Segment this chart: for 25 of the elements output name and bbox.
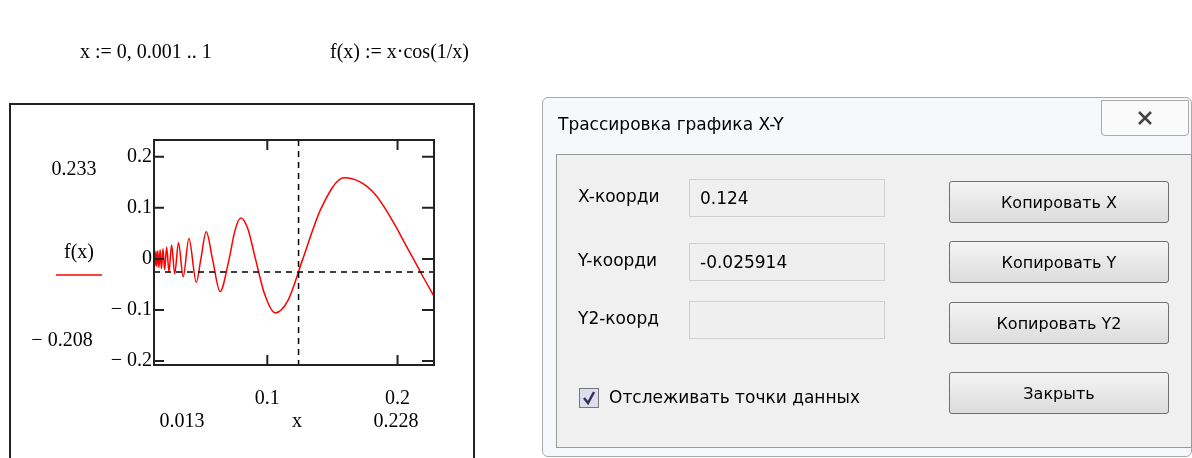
y-tick-label: 0: [142, 246, 152, 269]
text: 0.233: [51, 157, 97, 180]
x-axis-title: x: [292, 409, 302, 432]
text: 0.228: [373, 409, 419, 432]
y-tick-label: 0.1: [127, 195, 152, 218]
button: Копировать Y2: [949, 302, 1169, 344]
text: 0.013: [159, 409, 205, 432]
text: x := 0, 0.001 .. 1: [80, 40, 212, 63]
text-field: -0.025914: [689, 243, 885, 281]
text: Отслеживать точки данных: [609, 387, 861, 407]
button: Копировать Y: [949, 241, 1169, 283]
y-tick-label: − 0.1: [110, 297, 152, 320]
text: f(x) := x·cos(1/x): [330, 40, 470, 63]
text-field: 0.124: [689, 179, 885, 217]
y-axis-title: f(x): [64, 240, 94, 264]
text: X-коорди: [578, 186, 661, 206]
button: Копировать X: [949, 181, 1169, 223]
y-tick-label: 0.2: [127, 144, 152, 167]
line-series: [154, 177, 434, 314]
text: Y-коорди: [578, 250, 659, 270]
text: − 0.208: [31, 328, 93, 351]
text: Трассировка графика X-Y: [558, 114, 784, 134]
button: Закрыть: [949, 372, 1169, 414]
text: Y2-коорд: [578, 308, 660, 328]
y-tick-label: − 0.2: [110, 348, 152, 371]
